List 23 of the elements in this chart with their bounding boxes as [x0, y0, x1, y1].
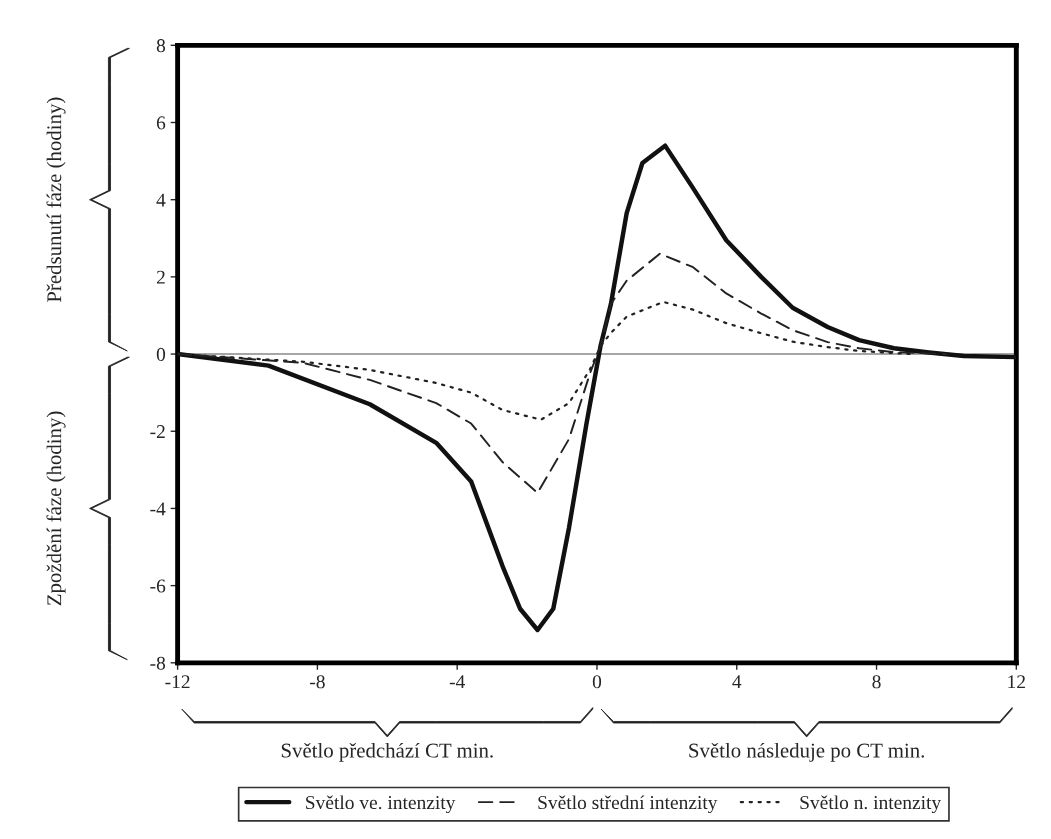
x-tick-label: -4 — [449, 675, 465, 689]
y-tick-label: 4 — [156, 193, 166, 207]
x-tick-label: -12 — [165, 675, 190, 689]
x-tick-label: 0 — [592, 675, 602, 689]
x-tick-label: 8 — [872, 675, 881, 689]
y-tick-label: -8 — [150, 656, 166, 670]
y-tick-label: -4 — [150, 502, 166, 516]
y-tick-label: 2 — [156, 270, 165, 284]
y-tick-label: -6 — [150, 579, 166, 593]
text: Světlo následuje po CT min. — [689, 742, 924, 762]
x-tick-label: 12 — [1008, 675, 1025, 689]
x-tick-label: -8 — [310, 675, 325, 689]
y-tick-label: -2 — [150, 425, 165, 438]
text: Předsunutí fáze (hodiny) — [46, 97, 66, 303]
x-tick-label: 4 — [732, 675, 742, 689]
y-tick-label: 8 — [156, 39, 166, 53]
legend-label: Světlo střední intenzity — [538, 795, 718, 814]
text: Zpoždění fáze (hodiny) — [46, 411, 66, 606]
y-tick-label: 0 — [156, 347, 166, 361]
y-tick-label: 6 — [156, 116, 166, 130]
text: Světlo předchází CT min. — [281, 742, 493, 762]
legend-label: Světlo ve. intenzity — [306, 795, 456, 814]
legend-label: Světlo n. intenzity — [800, 795, 942, 814]
